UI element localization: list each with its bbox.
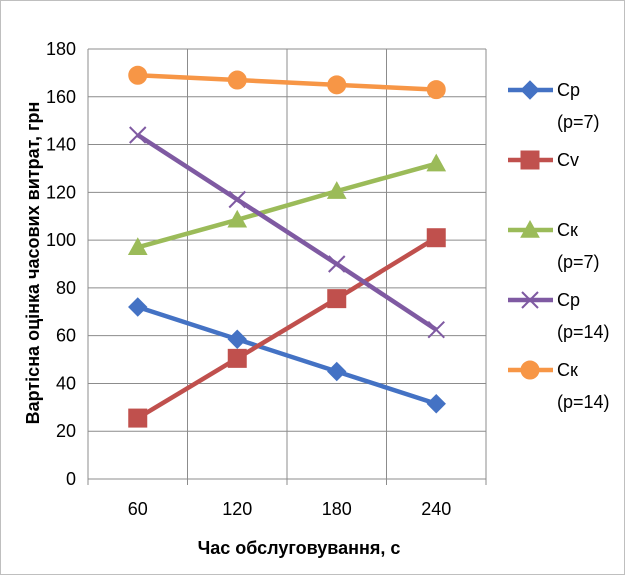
legend-marker [520, 80, 540, 100]
data-point [227, 209, 248, 228]
series-line [137, 73, 437, 92]
data-point [128, 65, 148, 85]
legend-entry-3: Cк (p=7) [508, 219, 600, 272]
data-point [426, 80, 446, 100]
legend-label: Cp [557, 80, 580, 100]
data-point [426, 228, 446, 248]
legend-label: Cк [557, 220, 578, 240]
x-axis-title: Час обслуговування, с [198, 538, 401, 558]
data-point [128, 297, 148, 317]
marker-stroke [328, 255, 346, 273]
y-tick-label: 0 [66, 469, 76, 489]
legend-entry-4: Cp (p=14) [508, 290, 610, 342]
legend-label: Cv [557, 150, 579, 170]
data-point [327, 75, 347, 95]
x-tick-label: 60 [128, 499, 148, 519]
marker-stroke [521, 291, 539, 309]
y-tick-label: 40 [56, 373, 76, 393]
y-tick-label: 80 [56, 278, 76, 298]
marker-stroke [427, 320, 445, 339]
series-1 [128, 297, 446, 414]
legend-marker [520, 219, 540, 238]
marker-stroke [228, 190, 246, 209]
series-line [136, 133, 438, 332]
y-tick-label: 160 [46, 87, 76, 107]
y-tick-label: 180 [46, 39, 76, 59]
data-point [426, 153, 447, 172]
x-tick-label: 120 [222, 499, 252, 519]
data-point [327, 289, 347, 309]
legend-marker [520, 360, 540, 380]
data-point [328, 255, 346, 273]
marker-stroke [129, 126, 147, 144]
legend-entry-5: Cк (p=14) [508, 360, 610, 412]
legend-label: (p=14) [557, 392, 610, 412]
y-tick-label: 140 [46, 135, 76, 155]
y-tick-label: 120 [46, 182, 76, 202]
x-tick-label: 240 [421, 499, 451, 519]
y-tick-label: 60 [56, 326, 76, 346]
series-4 [129, 126, 445, 339]
legend: Cp (p=7) Cv Cк (p=7) Cp (p=14) Cк (p=14) [508, 80, 610, 412]
series-5 [128, 65, 446, 100]
y-axis-title: Вартісна оцінка часових витрат, грн [23, 102, 43, 425]
data-point [327, 361, 347, 382]
series-line [137, 304, 437, 406]
legend-label: (p=7) [557, 252, 600, 272]
y-tick-label: 20 [56, 421, 76, 441]
data-point [227, 329, 247, 349]
data-point [227, 70, 247, 90]
data-point [129, 126, 147, 144]
series-3 [127, 153, 447, 255]
legend-entry-2: Cv [508, 150, 579, 170]
series-line [136, 235, 438, 421]
data-point [127, 237, 148, 255]
data-point [426, 394, 446, 414]
data-point [427, 320, 445, 339]
legend-label: Cк [557, 360, 578, 380]
grid-lines [88, 48, 487, 479]
data-point [228, 190, 246, 209]
data-point [227, 348, 247, 368]
axes: 0 20 40 60 80 100 120 140 160 180 60 120 180 240 [46, 39, 487, 519]
legend-marker [520, 150, 540, 170]
legend-entry-1: Cp (p=7) [508, 80, 600, 132]
series-line [137, 161, 437, 250]
legend-label: (p=14) [557, 322, 610, 342]
legend-label: Cp [557, 290, 580, 310]
data-point [326, 181, 347, 199]
series-2 [128, 228, 446, 428]
x-tick-label: 180 [322, 499, 352, 519]
legend-label: (p=7) [557, 112, 600, 132]
data-point [128, 408, 148, 428]
series-group [127, 65, 447, 428]
y-tick-label: 100 [46, 230, 76, 250]
legend-marker [521, 291, 539, 309]
